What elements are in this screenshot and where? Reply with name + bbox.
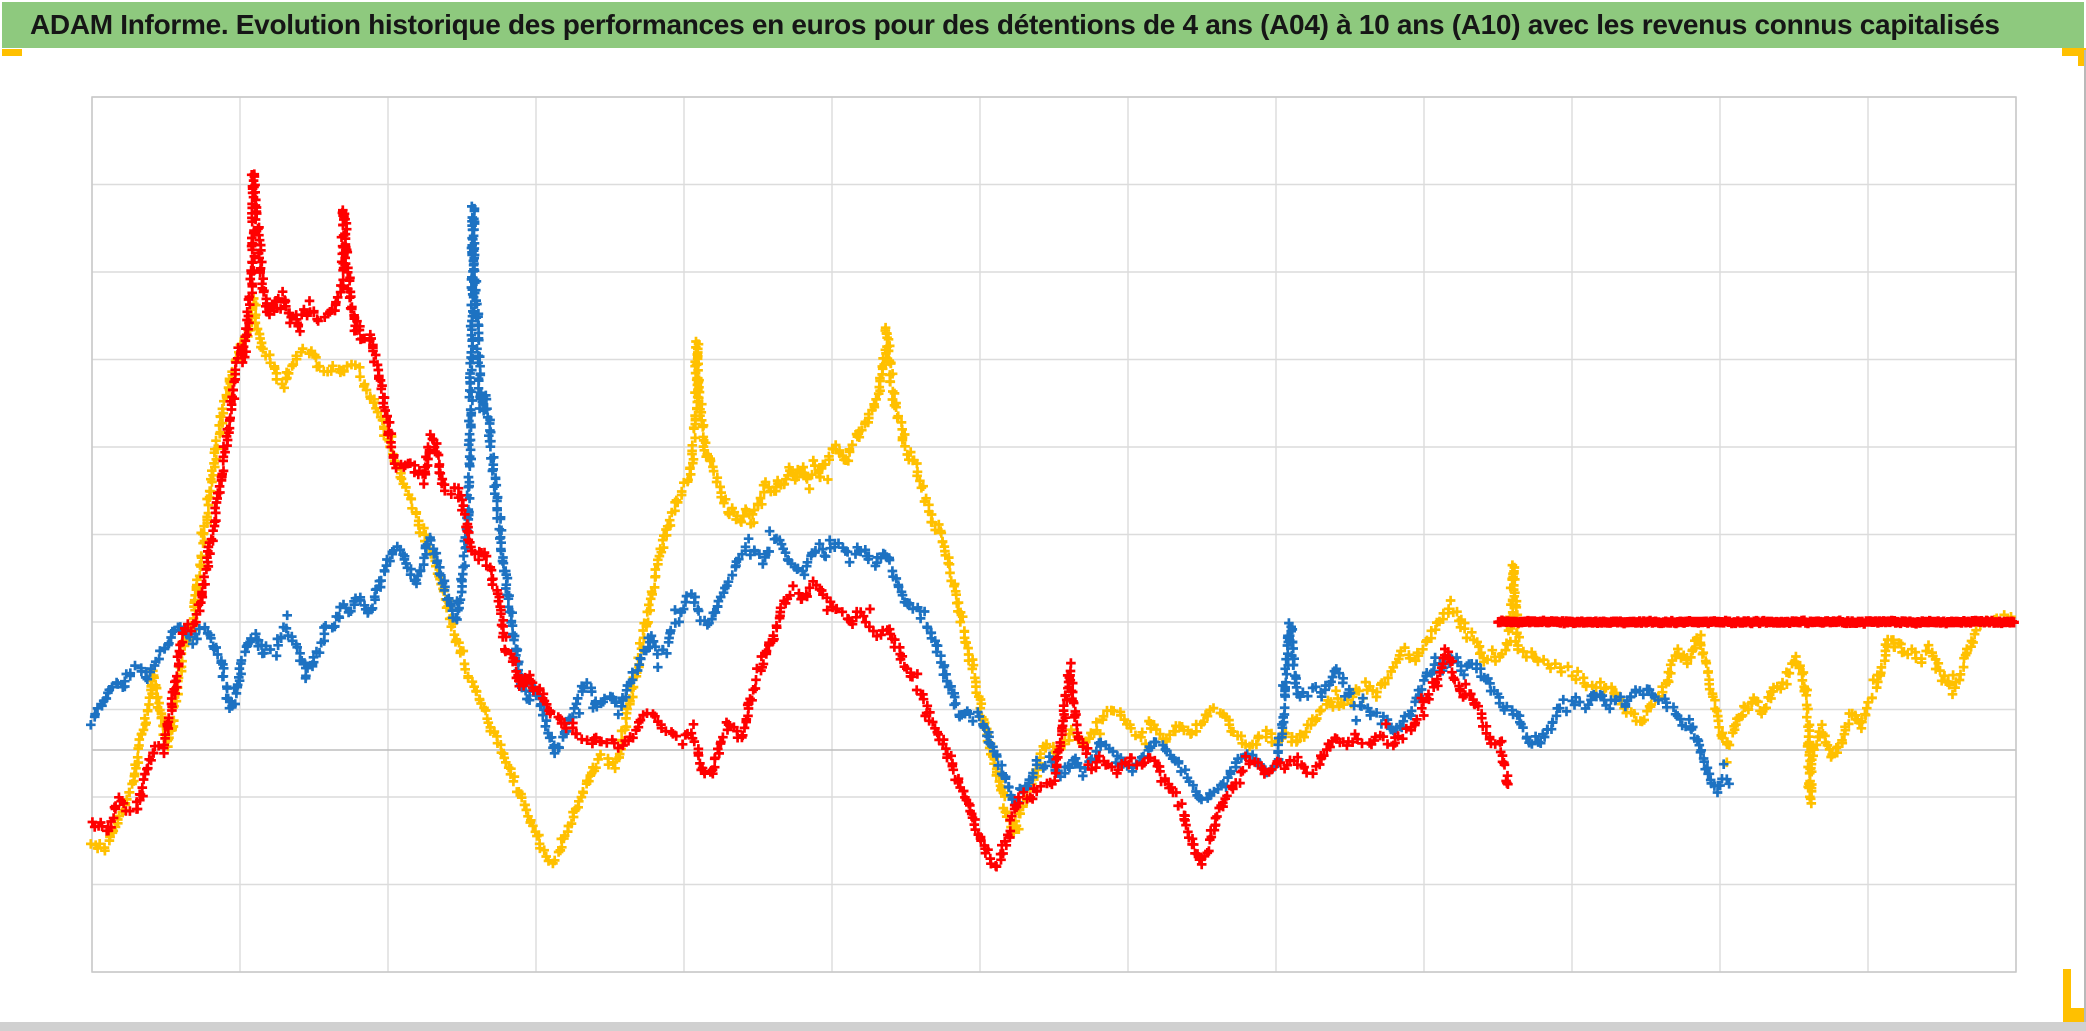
blue-series-markers bbox=[86, 201, 1734, 810]
window-right-edge bbox=[2084, 50, 2086, 1031]
gridlines bbox=[91, 96, 2017, 973]
page-title: ADAM Informe. Evolution historique des p… bbox=[30, 9, 2000, 40]
plot-border bbox=[91, 96, 2017, 973]
selection-handle-top-right-v[interactable] bbox=[2078, 48, 2086, 66]
selection-handle-bottom-right-h[interactable] bbox=[2063, 1008, 2086, 1022]
selection-handle-top-left[interactable] bbox=[2, 49, 22, 56]
selection-handle-bottom-right-v[interactable] bbox=[2063, 969, 2071, 1022]
bottom-strip bbox=[0, 1022, 2086, 1031]
red-series-constant-line bbox=[1493, 615, 2019, 629]
chart-title-bar: ADAM Informe. Evolution historique des p… bbox=[2, 2, 2084, 48]
performance-scatter-chart[interactable] bbox=[0, 56, 2086, 1022]
red-series-markers bbox=[87, 169, 1513, 872]
selection-handle-top-right-h[interactable] bbox=[2062, 48, 2086, 56]
